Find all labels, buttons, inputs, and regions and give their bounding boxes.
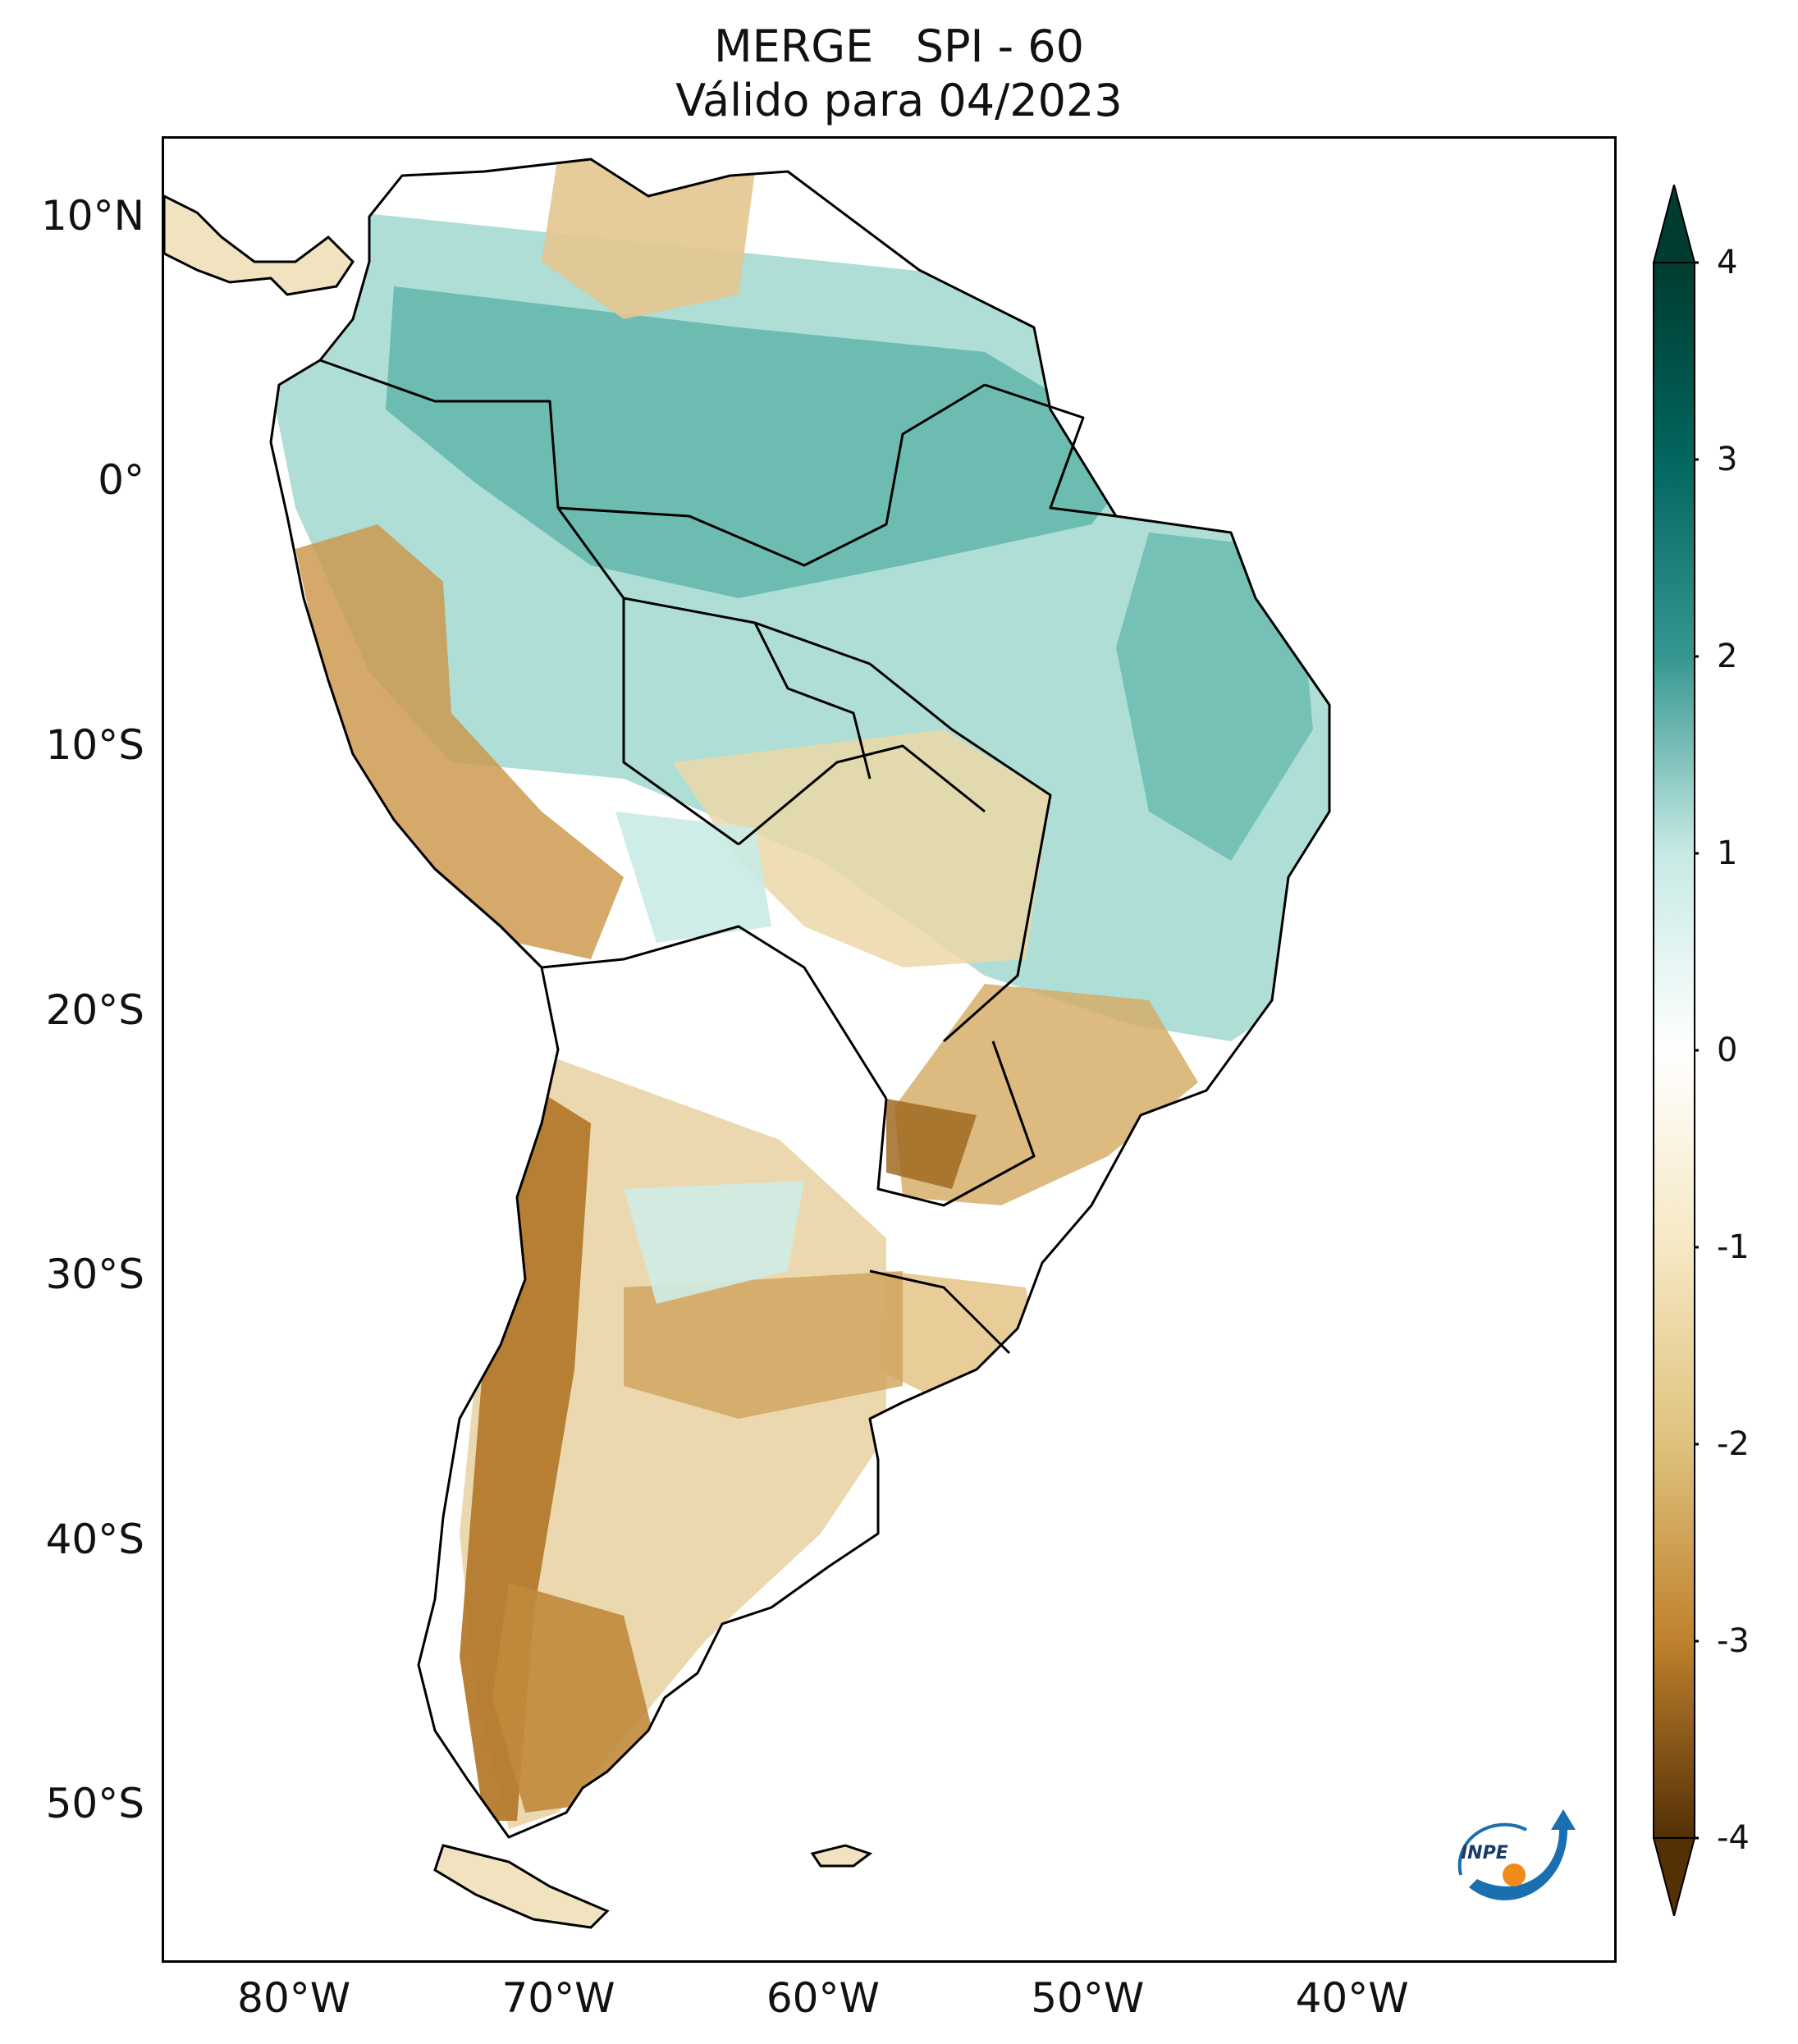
lon-tick-label: 40°W <box>1295 1974 1409 2022</box>
inpe-logo: INPE <box>1457 1809 1576 1900</box>
south-america-map <box>164 158 1331 1929</box>
lat-tick-label: 50°S <box>45 1780 144 1828</box>
colorbar-extend-max <box>1652 185 1696 263</box>
spi-dry-guiana <box>542 159 755 319</box>
colorbar-body <box>1653 262 1695 1839</box>
lat-tick-label: 10°S <box>45 721 144 769</box>
colorbar-tick-label: -1 <box>1717 1228 1750 1266</box>
colorbar-tick-label: -2 <box>1717 1425 1750 1463</box>
colorbar-tick-label: -4 <box>1717 1819 1750 1857</box>
colorbar-tick-label: 2 <box>1717 638 1738 675</box>
spi-wet-gran-chaco <box>624 1181 804 1304</box>
spi-dry-patagonia <box>492 1583 657 1813</box>
map-subtitle: Válido para 04/2023 <box>675 75 1123 126</box>
spi-wet-core <box>386 286 1149 598</box>
spi-wet-northeast <box>1116 533 1313 861</box>
colorbar-tick-label: 4 <box>1717 244 1738 281</box>
colorbar-extend-min <box>1652 1837 1696 1916</box>
lon-tick-label: 50°W <box>1031 1974 1145 2022</box>
lat-tick-label: 40°S <box>45 1515 144 1563</box>
map-title: MERGE SPI - 60 <box>714 21 1084 72</box>
logo-dot <box>1503 1863 1526 1886</box>
spi-wet-bolivia <box>615 812 771 943</box>
spi-field <box>271 159 1329 1837</box>
colorbar-tick-label: -3 <box>1717 1622 1750 1660</box>
spi-paraguay-dry <box>886 1099 977 1189</box>
coastline-and-borders <box>269 158 1331 1839</box>
central-america-land <box>164 194 355 296</box>
logo-wordmark: INPE <box>1461 1843 1508 1863</box>
colorbar-tick-label: 3 <box>1717 441 1738 478</box>
lat-tick-label: 0° <box>98 456 144 505</box>
spi-dry-west <box>295 524 624 959</box>
colorbar <box>1652 185 1699 1916</box>
tierra-del-fuego <box>433 1844 610 1929</box>
logo-swoosh <box>1469 1809 1576 1900</box>
logo-orbit-arc <box>1457 1822 1527 1876</box>
lon-tick-label: 70°W <box>501 1974 615 2022</box>
spi-dry-south-brazil <box>894 984 1198 1205</box>
lat-tick-label: 10°N <box>40 191 144 240</box>
spi-drier-pampas <box>624 1271 903 1419</box>
lon-tick-label: 60°W <box>766 1974 880 2022</box>
map-panel <box>162 136 1617 1963</box>
lat-tick-label: 30°S <box>45 1251 144 1299</box>
lat-tick-label: 20°S <box>45 985 144 1034</box>
colorbar-tick-label: 0 <box>1717 1031 1738 1069</box>
colorbar-tick-label: 1 <box>1717 835 1738 872</box>
falkland-islands <box>810 1844 873 1868</box>
lon-tick-label: 80°W <box>237 1974 351 2022</box>
